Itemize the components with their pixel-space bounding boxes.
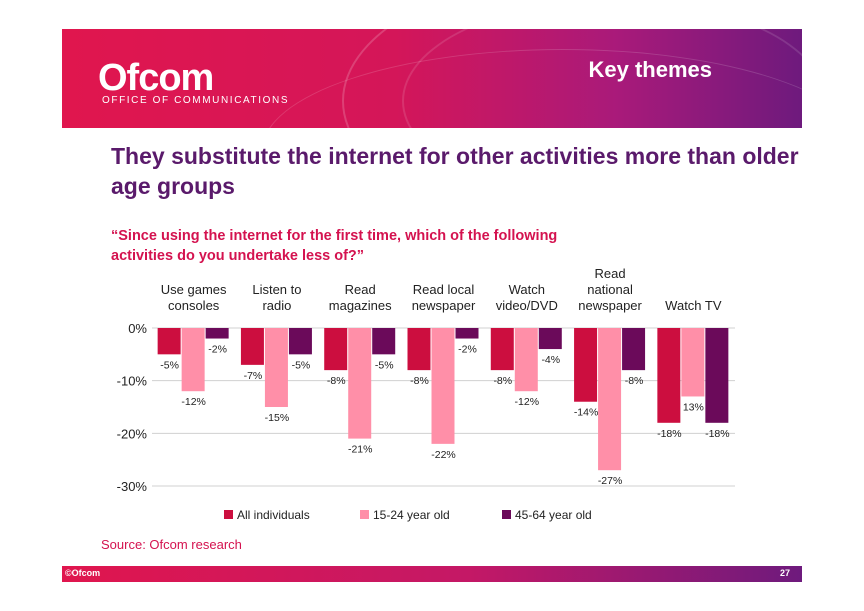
y-tick-label: -10% — [117, 374, 148, 389]
data-label: -18% — [705, 428, 730, 440]
category-label: Read — [595, 266, 626, 281]
bar — [490, 328, 514, 371]
bar — [705, 328, 729, 423]
category-label: Watch TV — [665, 298, 722, 313]
bar — [288, 328, 312, 355]
y-tick-label: 0% — [128, 321, 147, 336]
bar — [455, 328, 479, 339]
category-label: consoles — [168, 298, 220, 313]
y-tick-label: -30% — [117, 479, 148, 494]
bar — [348, 328, 372, 439]
slide-headline: They substitute the internet for other a… — [111, 143, 799, 199]
source-note: Source: Ofcom research — [101, 537, 242, 552]
bar — [205, 328, 229, 339]
data-label: -5% — [375, 359, 394, 371]
bar — [514, 328, 538, 392]
data-label: -2% — [208, 344, 227, 356]
data-label: -4% — [541, 354, 560, 366]
legend-swatch — [502, 510, 511, 519]
bar — [622, 328, 646, 371]
section-label: Key themes — [588, 57, 712, 82]
data-label: -18% — [657, 428, 682, 440]
category-label: magazines — [329, 298, 392, 313]
bar — [324, 328, 348, 371]
category-label: national — [587, 282, 633, 297]
category-label: newspaper — [412, 298, 476, 313]
data-label: -5% — [292, 359, 311, 371]
data-label: -27% — [598, 475, 623, 487]
bar — [157, 328, 181, 355]
data-label: -8% — [625, 375, 644, 387]
category-label: Watch — [509, 282, 545, 297]
category-label: newspaper — [578, 298, 642, 313]
footer-bar: ©Ofcom 27 — [62, 566, 802, 582]
bar — [240, 328, 264, 365]
data-label: -7% — [244, 370, 263, 382]
legend-swatch — [224, 510, 233, 519]
footer-copyright: ©Ofcom — [65, 568, 101, 578]
bar — [264, 328, 288, 407]
data-label: -5% — [160, 359, 179, 371]
data-label: -15% — [265, 412, 290, 424]
ofcom-logo: Ofcom — [98, 57, 214, 99]
category-label: Listen to — [252, 282, 301, 297]
bar — [407, 328, 431, 371]
category-label: Read local — [413, 282, 475, 297]
bar — [657, 328, 681, 423]
legend-label: All individuals — [237, 508, 310, 522]
bar — [372, 328, 396, 355]
legend-label: 45-64 year old — [515, 508, 592, 522]
category-label: Use games — [161, 282, 227, 297]
legend-label: 15-24 year old — [373, 508, 450, 522]
data-label: -21% — [348, 444, 373, 456]
bar — [598, 328, 622, 471]
header-banner: Ofcom OFFICE OF COMMUNICATIONS Key theme… — [62, 29, 802, 128]
data-label: -22% — [431, 449, 456, 461]
data-label: -14% — [574, 407, 599, 419]
bar — [431, 328, 455, 444]
data-label: -8% — [493, 375, 512, 387]
data-label: -8% — [327, 375, 346, 387]
data-label: -12% — [181, 396, 206, 408]
data-label: 13% — [683, 401, 704, 413]
survey-question: “Since using the internet for the first … — [111, 228, 558, 264]
data-label: -12% — [515, 396, 540, 408]
ofcom-logo-subtitle: OFFICE OF COMMUNICATIONS — [102, 95, 290, 106]
bar — [574, 328, 598, 402]
y-tick-label: -20% — [117, 426, 148, 441]
category-label: radio — [262, 298, 291, 313]
data-label: -2% — [458, 344, 477, 356]
bar — [538, 328, 562, 350]
page-number: 27 — [779, 568, 790, 578]
data-label: -8% — [410, 375, 429, 387]
category-label: Read — [345, 282, 376, 297]
category-label: video/DVD — [496, 298, 558, 313]
bar — [181, 328, 205, 392]
bar — [681, 328, 705, 397]
legend-swatch — [360, 510, 369, 519]
